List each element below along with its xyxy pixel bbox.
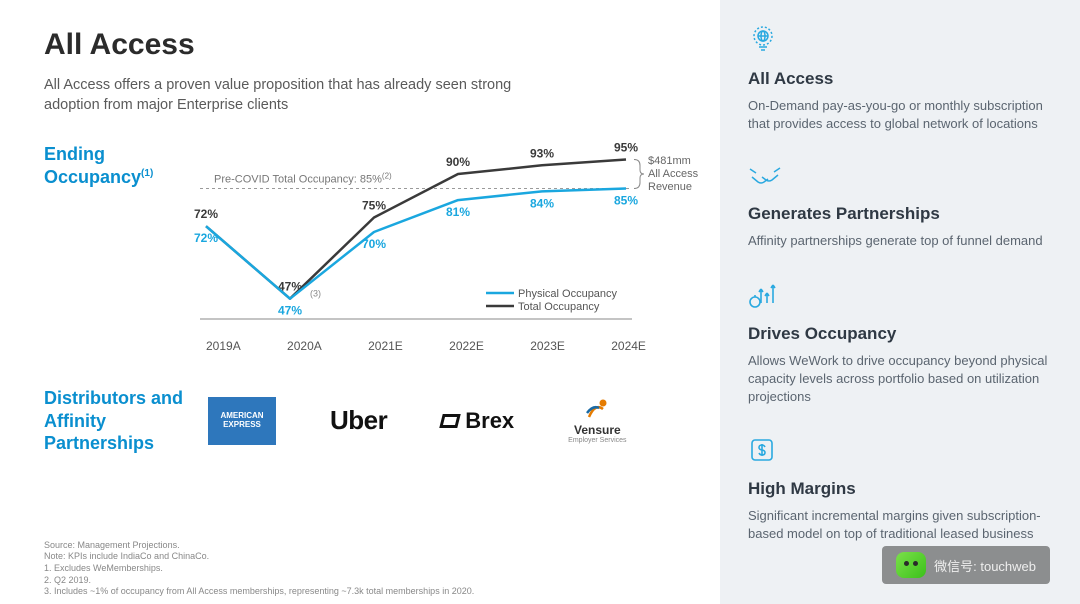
chart-x-labels: 2019A 2020A 2021E 2022E 2023E 2024E (206, 339, 646, 353)
sidebar-item-head: Generates Partnerships (748, 204, 1052, 224)
svg-text:Revenue: Revenue (648, 181, 692, 193)
sidebar-item-body: On-Demand pay-as-you-go or monthly subsc… (748, 97, 1052, 133)
footnotes: Source: Management Projections.Note: KPI… (44, 540, 474, 598)
x-tick-label: 2019A (206, 339, 241, 353)
occupancy-line-chart: Pre-COVID Total Occupancy: 85%(2) 72% 47% 7… (180, 139, 700, 339)
sidebar: All Access On-Demand pay-as-you-go or mon… (720, 0, 1080, 604)
x-tick-label: 2023E (530, 339, 565, 353)
page-subtitle: All Access offers a proven value proposi… (44, 76, 564, 115)
sidebar-item-body: Allows WeWork to drive occupancy beyond … (748, 352, 1052, 407)
svg-text:85%: 85% (614, 194, 638, 208)
svg-text:All Access: All Access (648, 168, 699, 180)
brex-text: Brex (465, 408, 514, 434)
globe-icon (748, 24, 1052, 59)
svg-text:93%: 93% (530, 146, 554, 160)
svg-text:Pre-COVID Total Occupancy: 85%: Pre-COVID Total Occupancy: 85%(2) (214, 172, 392, 186)
sidebar-item: Generates Partnerships Affinity partnersh… (748, 163, 1052, 250)
x-tick-label: 2020A (287, 339, 322, 353)
x-tick-label: 2024E (611, 339, 646, 353)
partners-region: Distributors and Affinity Partnerships A… (44, 387, 700, 455)
dollar-icon (748, 436, 1052, 469)
footnote-line: 1. Excludes WeMemberships. (44, 563, 474, 575)
sidebar-item: Drives Occupancy Allows WeWork to drive o… (748, 281, 1052, 407)
sidebar-item-body: Significant incremental margins given su… (748, 507, 1052, 543)
vensure-subtext: Employer Services (568, 437, 626, 444)
watermark: 微信号: touchweb (882, 546, 1050, 584)
page-title: All Access (44, 28, 700, 62)
chart-label-sup: (1) (141, 168, 153, 179)
footnote-line: Source: Management Projections. (44, 540, 474, 552)
svg-text:81%: 81% (446, 205, 470, 219)
sidebar-item-head: All Access (748, 69, 1052, 89)
svg-text:75%: 75% (362, 199, 386, 213)
svg-text:(3): (3) (310, 289, 321, 299)
x-tick-label: 2021E (368, 339, 403, 353)
sidebar-item-head: Drives Occupancy (748, 324, 1052, 344)
arrows-icon (748, 281, 1052, 314)
uber-logo: Uber (330, 405, 387, 436)
sidebar-item: All Access On-Demand pay-as-you-go or mon… (748, 24, 1052, 133)
footnote-line: Note: KPIs include IndiaCo and ChinaCo. (44, 551, 474, 563)
hands-icon (748, 163, 1052, 194)
partners-label: Distributors and Affinity Partnerships (44, 387, 194, 455)
svg-text:84%: 84% (530, 197, 554, 211)
chart-region: Ending Occupancy(1) Pre-COVID Total Occu… (44, 139, 700, 353)
svg-text:95%: 95% (614, 141, 638, 155)
sidebar-item-head: High Margins (748, 479, 1052, 499)
watermark-text: 微信号: touchweb (934, 556, 1036, 575)
sidebar-item: High Margins Significant incremental marg… (748, 436, 1052, 543)
svg-text:Physical Occupancy: Physical Occupancy (518, 288, 618, 300)
amex-logo: AMERICAN EXPRESS (208, 397, 276, 445)
chart-axis-label: Ending Occupancy(1) (44, 139, 180, 353)
svg-text:72%: 72% (194, 231, 218, 245)
footnote-line: 3. Includes ~1% of occupancy from All Ac… (44, 586, 474, 598)
footnote-line: 2. Q2 2019. (44, 575, 474, 587)
svg-text:Total Occupancy: Total Occupancy (518, 301, 600, 313)
wechat-icon (896, 552, 926, 578)
svg-text:70%: 70% (362, 237, 386, 251)
svg-text:72%: 72% (194, 207, 218, 221)
vensure-text: Vensure (568, 423, 626, 437)
svg-text:90%: 90% (446, 155, 470, 169)
chart-label-text: Ending Occupancy (44, 144, 141, 187)
brex-logo: Brex (441, 408, 514, 434)
vensure-logo: Vensure Employer Services (568, 397, 626, 444)
sidebar-item-body: Affinity partnerships generate top of fu… (748, 232, 1052, 250)
svg-text:47%: 47% (278, 304, 302, 318)
svg-text:$481mm: $481mm (648, 155, 691, 167)
x-tick-label: 2022E (449, 339, 484, 353)
